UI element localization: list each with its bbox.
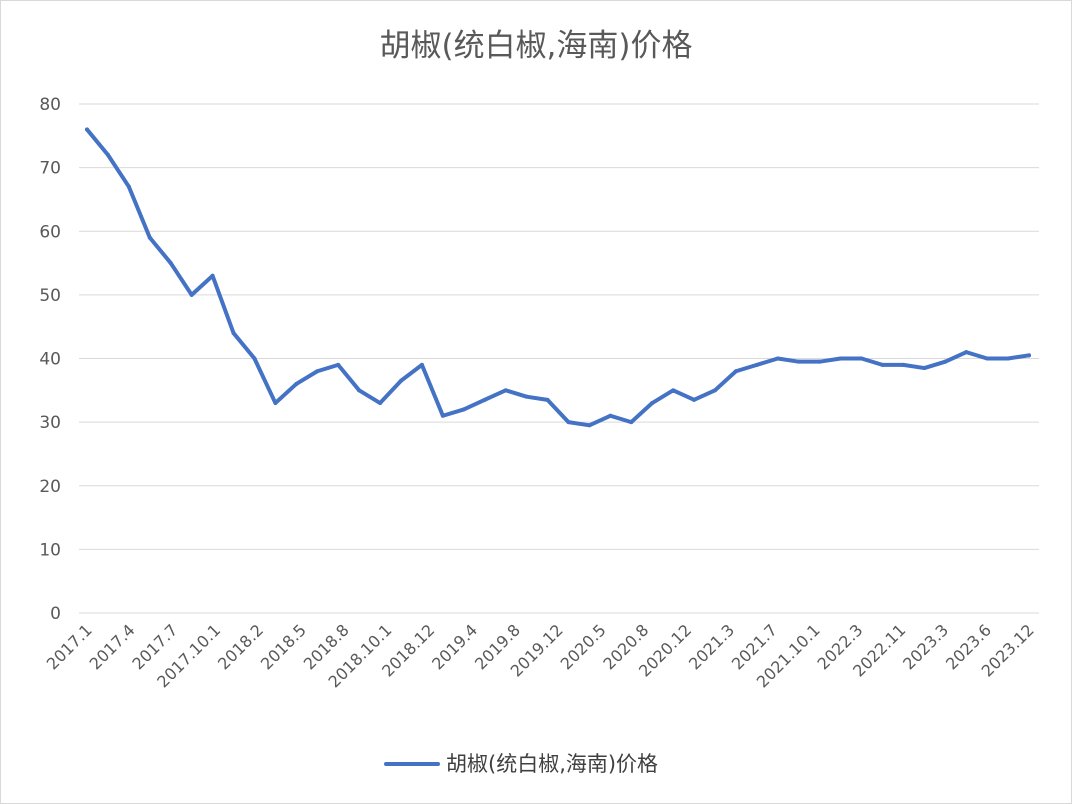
y-tick-label: 70 (39, 159, 61, 179)
data-point (252, 356, 257, 361)
data-point (859, 356, 864, 361)
data-point (168, 261, 173, 266)
data-point (796, 359, 801, 364)
data-point (880, 362, 885, 367)
data-point (210, 273, 215, 278)
data-point (147, 235, 152, 240)
data-point (545, 397, 550, 402)
y-tick-label: 30 (39, 413, 61, 433)
data-point (85, 127, 89, 132)
data-point (482, 397, 487, 402)
data-point (587, 423, 592, 428)
data-point (985, 356, 990, 361)
y-tick-label: 20 (39, 477, 61, 497)
data-point (105, 152, 110, 157)
data-point (629, 420, 634, 425)
chart-title: 胡椒(统白椒,海南)价格 (379, 28, 692, 64)
data-point (817, 359, 822, 364)
legend: 胡椒(统白椒,海南)价格 (384, 752, 658, 776)
data-point (440, 413, 445, 418)
data-point (126, 184, 131, 189)
data-point (901, 362, 906, 367)
data-point (503, 388, 508, 393)
data-point (566, 420, 571, 425)
y-tick-label: 0 (50, 604, 61, 624)
data-point (294, 381, 299, 386)
x-axis-tick-labels: 2017.12017.42017.72017.10.12018.22018.52… (43, 620, 1038, 691)
y-tick-label: 80 (39, 95, 61, 115)
x-tick-label: 2018.5 (257, 620, 310, 673)
data-point (713, 388, 717, 393)
x-tick-label: 2017.4 (86, 620, 139, 673)
data-point (943, 359, 948, 364)
data-point (419, 362, 424, 367)
data-point (357, 388, 362, 393)
gridlines (79, 103, 1039, 614)
x-tick-label: 2018.2 (214, 620, 267, 673)
data-point (922, 366, 927, 371)
data-point (378, 401, 383, 406)
series-layer (85, 127, 1031, 428)
data-point (838, 356, 843, 361)
data-point (692, 397, 697, 402)
data-point (650, 401, 655, 406)
data-point (733, 369, 738, 374)
data-point (189, 292, 194, 297)
data-point (775, 356, 780, 361)
data-point (1027, 353, 1031, 358)
y-tick-label: 60 (39, 222, 61, 242)
legend-label: 胡椒(统白椒,海南)价格 (446, 752, 658, 776)
x-tick-label: 2020.5 (557, 620, 610, 673)
data-point (461, 407, 466, 412)
data-point (1006, 356, 1011, 361)
data-point (671, 388, 676, 393)
data-point (273, 401, 278, 406)
x-tick-label: 2019.4 (428, 620, 481, 673)
x-tick-label: 2021.3 (685, 620, 738, 673)
x-tick-label: 2017.1 (43, 620, 96, 673)
x-tick-label: 2023.3 (899, 620, 952, 673)
data-point (524, 394, 529, 399)
y-tick-label: 40 (39, 350, 61, 370)
series-line (85, 127, 1031, 428)
data-point (315, 369, 320, 374)
data-point (336, 362, 341, 367)
y-axis-tick-labels: 0 10 20 30 40 50 60 70 80 (39, 95, 61, 624)
data-point (231, 331, 236, 336)
data-point (754, 362, 759, 367)
data-point (399, 378, 403, 383)
data-point (608, 413, 613, 418)
data-point (964, 350, 969, 355)
y-tick-label: 50 (39, 286, 61, 306)
y-tick-label: 10 (39, 540, 61, 560)
